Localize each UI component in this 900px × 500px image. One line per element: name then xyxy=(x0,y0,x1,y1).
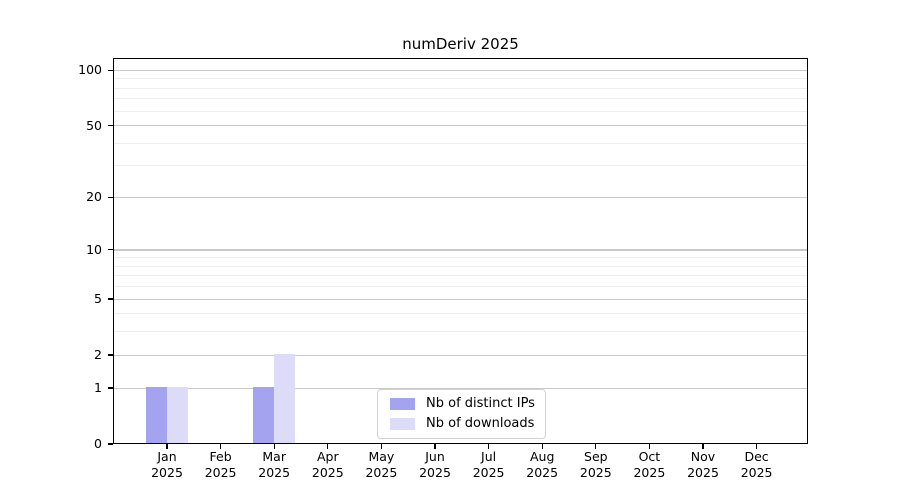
x-tick-year: 2025 xyxy=(526,464,559,480)
x-tick-mark xyxy=(648,444,651,449)
x-tick-mark xyxy=(380,444,383,449)
legend-label-distinct-ips: Nb of distinct IPs xyxy=(426,396,535,411)
x-tick-month: Jun xyxy=(425,449,445,464)
x-tick-label: Sep 2025 xyxy=(564,449,628,480)
x-tick-mark xyxy=(273,444,275,449)
x-tick-month: Feb xyxy=(209,449,232,464)
x-tick-mark xyxy=(434,444,436,449)
x-tick-label: Feb 2025 xyxy=(189,449,253,480)
x-tick-label: Nov 2025 xyxy=(671,449,735,480)
y-tick-mark xyxy=(108,124,113,127)
legend: Nb of distinct IPs Nb of downloads xyxy=(377,389,546,439)
y-major-gridline xyxy=(114,387,807,389)
y-tick-label: 10 xyxy=(86,241,102,257)
x-tick-month: Jul xyxy=(481,449,497,464)
y-tick-label: 100 xyxy=(78,62,102,78)
y-tick-mark xyxy=(108,387,113,389)
y-minor-gridline xyxy=(114,78,807,80)
y-minor-gridline xyxy=(114,142,807,144)
x-tick-label: Dec 2025 xyxy=(725,449,789,480)
x-tick-month: Dec xyxy=(744,449,769,464)
y-minor-gridline xyxy=(114,165,807,167)
x-tick-mark xyxy=(327,444,329,449)
y-major-gridline xyxy=(114,197,807,199)
x-tick-label: May 2025 xyxy=(349,449,413,480)
x-tick-month: May xyxy=(368,449,395,464)
y-minor-gridline xyxy=(114,98,807,100)
x-tick-label: Oct 2025 xyxy=(617,449,681,480)
x-tick-month: Nov xyxy=(690,449,716,464)
y-major-gridline xyxy=(114,298,807,300)
x-tick-mark xyxy=(541,444,543,449)
x-tick-year: 2025 xyxy=(579,464,612,480)
y-minor-gridline xyxy=(114,313,807,315)
x-tick-month: Apr xyxy=(316,449,339,464)
legend-label-downloads: Nb of downloads xyxy=(426,416,535,431)
y-tick-mark xyxy=(108,69,113,71)
y-tick-label: 2 xyxy=(94,347,102,362)
x-tick-label: Jan 2025 xyxy=(135,449,199,480)
y-tick-mark xyxy=(108,249,113,251)
y-minor-gridline xyxy=(114,331,807,333)
y-tick-label: 20 xyxy=(86,189,102,205)
x-tick-year: 2025 xyxy=(687,464,719,480)
x-tick-year: 2025 xyxy=(204,464,237,480)
y-tick-label: 1 xyxy=(94,379,102,395)
legend-swatch-distinct-ips xyxy=(390,397,415,410)
y-minor-gridline xyxy=(114,110,807,112)
y-tick-label: 0 xyxy=(94,436,102,451)
y-minor-gridline xyxy=(114,257,807,259)
x-tick-month: Sep xyxy=(584,449,608,464)
x-tick-mark xyxy=(488,444,490,449)
y-minor-gridline xyxy=(114,265,807,267)
x-tick-month: Jan xyxy=(157,449,177,464)
x-tick-year: 2025 xyxy=(365,464,398,480)
y-tick-mark xyxy=(108,443,113,445)
x-tick-label: Jun 2025 xyxy=(403,449,467,480)
y-tick-label: 5 xyxy=(94,290,102,306)
x-tick-label: Jul 2025 xyxy=(457,449,521,480)
y-minor-gridline xyxy=(114,286,807,287)
y-minor-gridline xyxy=(114,87,807,89)
x-tick-year: 2025 xyxy=(472,464,505,480)
x-tick-month: Aug xyxy=(529,449,555,464)
x-tick-month: Mar xyxy=(262,449,286,464)
x-tick-mark xyxy=(220,444,222,449)
bar-downloads xyxy=(166,386,188,443)
x-tick-mark xyxy=(702,444,704,449)
plot-area: Nb of distinct IPs Nb of downloads xyxy=(113,58,808,444)
bar-distinct-ips xyxy=(145,386,167,443)
x-tick-year: 2025 xyxy=(740,464,773,480)
legend-item-downloads: Nb of downloads xyxy=(390,416,535,431)
x-tick-year: 2025 xyxy=(633,464,666,480)
y-minor-gridline xyxy=(114,275,807,277)
x-tick-label: Mar 2025 xyxy=(242,449,306,480)
x-tick-year: 2025 xyxy=(151,464,183,480)
x-tick-mark xyxy=(595,444,597,449)
x-tick-month: Oct xyxy=(638,449,661,464)
legend-swatch-downloads xyxy=(390,417,415,430)
y-tick-label: 50 xyxy=(86,117,102,133)
y-major-gridline xyxy=(114,249,807,251)
bar-downloads xyxy=(273,354,295,443)
x-tick-mark xyxy=(166,444,168,449)
x-tick-year: 2025 xyxy=(311,464,344,480)
y-major-gridline xyxy=(114,69,807,71)
x-tick-mark xyxy=(756,444,758,449)
y-tick-mark xyxy=(108,298,113,300)
bar-distinct-ips xyxy=(252,386,274,443)
chart-title: numDeriv 2025 xyxy=(402,35,519,53)
x-tick-year: 2025 xyxy=(258,464,291,480)
y-tick-mark xyxy=(108,354,113,356)
y-tick-mark xyxy=(108,196,113,199)
x-tick-label: Aug 2025 xyxy=(510,449,574,480)
legend-item-distinct-ips: Nb of distinct IPs xyxy=(390,396,535,411)
x-tick-year: 2025 xyxy=(419,464,451,480)
y-major-gridline xyxy=(114,354,807,356)
y-major-gridline xyxy=(114,125,807,127)
x-tick-label: Apr 2025 xyxy=(296,449,360,480)
